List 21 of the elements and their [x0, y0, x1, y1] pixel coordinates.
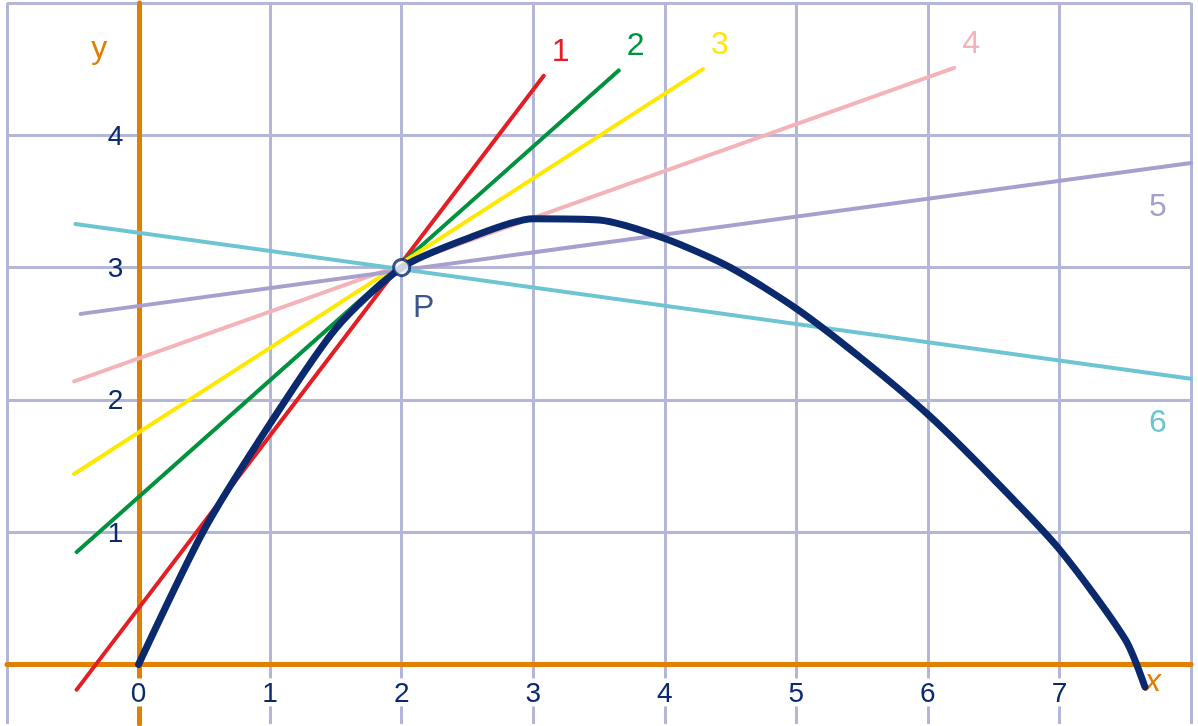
y-tick-label: 4: [107, 119, 124, 151]
y-tick-label: 1: [107, 516, 124, 548]
x-tick-label: 7: [1051, 676, 1068, 708]
series-label: 6: [1149, 402, 1167, 439]
x-tick-label: 5: [788, 676, 805, 708]
series-label: 4: [962, 23, 980, 60]
y-tick-label: 2: [107, 384, 124, 416]
series-label: 2: [626, 26, 645, 63]
x-tick-label: 4: [656, 676, 673, 708]
y-tick-label: 3: [107, 252, 124, 284]
x-tick-label: 3: [525, 676, 542, 708]
series-label: 1: [551, 31, 570, 68]
x-axis-title: x: [1143, 662, 1162, 699]
x-tick-label: 0: [130, 676, 147, 708]
y-axis-title: y: [91, 29, 108, 65]
annotation: P: [412, 288, 435, 325]
x-tick-label: 6: [920, 676, 936, 708]
series-label: 3: [710, 25, 729, 62]
series-label: 5: [1149, 187, 1167, 224]
x-tick-label: 2: [393, 676, 410, 708]
x-tick-label: 1: [262, 676, 278, 708]
